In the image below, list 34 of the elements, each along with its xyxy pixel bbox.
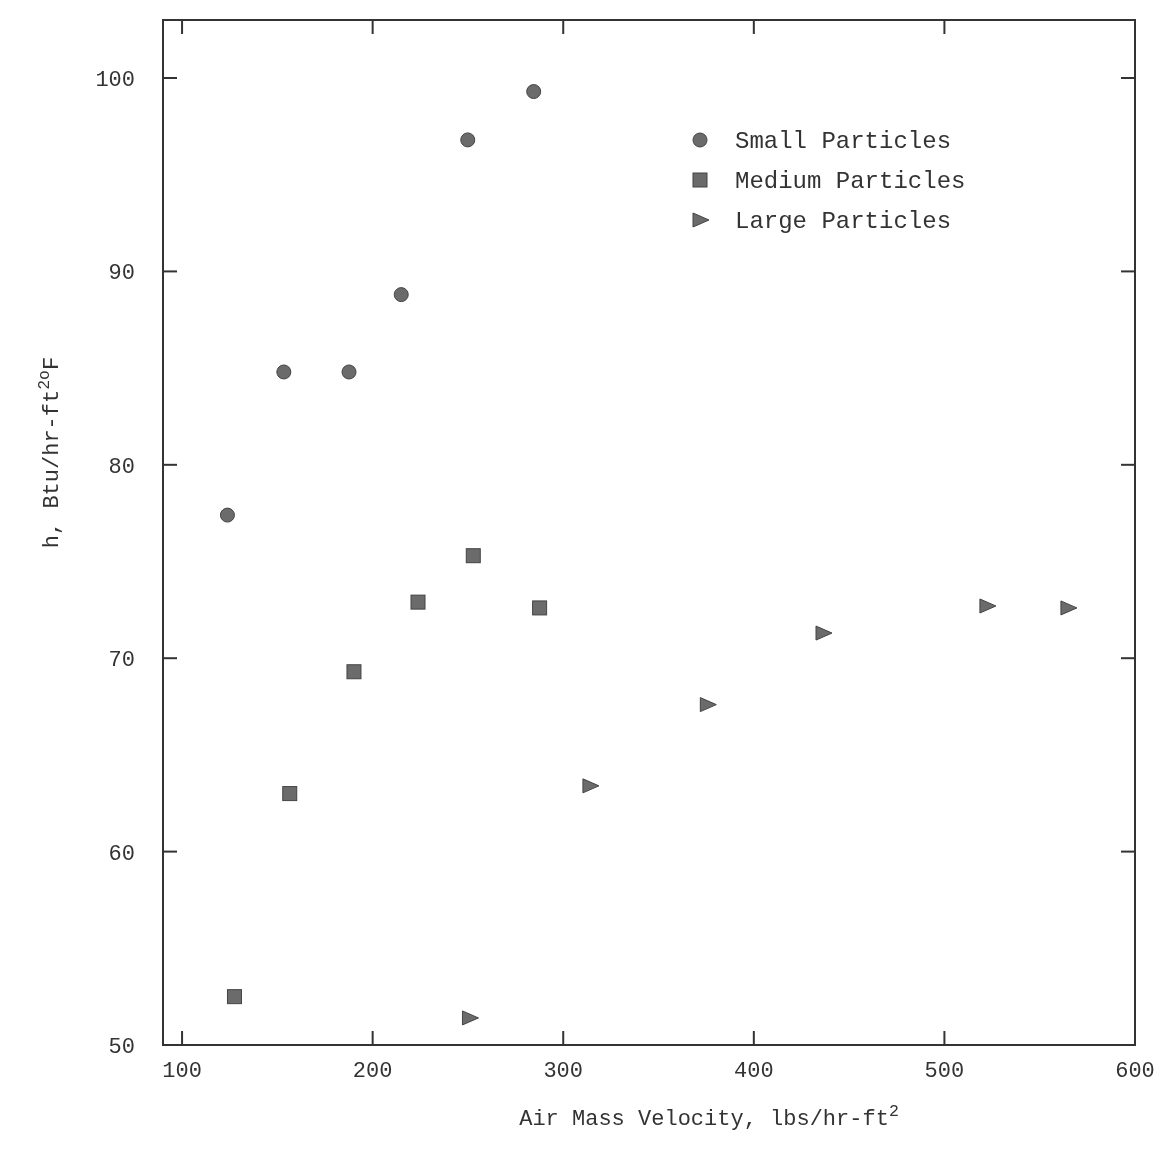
point bbox=[699, 697, 717, 713]
point bbox=[226, 989, 242, 1005]
x-tick-label: 200 bbox=[352, 1059, 393, 1084]
x-tick-label: 600 bbox=[1115, 1059, 1155, 1084]
x-axis-title: Air Mass Velocity, lbs/hr-ft$^{2}$ bbox=[519, 1101, 899, 1132]
x-tick-label: 100 bbox=[162, 1059, 202, 1084]
point bbox=[815, 625, 833, 641]
x-tick-label: 300 bbox=[543, 1059, 584, 1084]
point bbox=[582, 778, 600, 794]
point bbox=[465, 548, 481, 564]
x-tick-label: 500 bbox=[924, 1059, 965, 1084]
point bbox=[393, 287, 409, 303]
point bbox=[460, 132, 476, 148]
legend-label: Medium Particles bbox=[735, 168, 966, 195]
point bbox=[461, 1010, 479, 1026]
point bbox=[979, 598, 997, 614]
y-tick-label: 60 bbox=[108, 841, 135, 867]
point bbox=[276, 364, 292, 380]
point bbox=[282, 786, 298, 802]
legend-label: Large Particles bbox=[735, 208, 952, 235]
point bbox=[526, 84, 542, 100]
point bbox=[219, 507, 235, 523]
y-tick-label: 50 bbox=[108, 1035, 135, 1060]
y-tick-label: 90 bbox=[108, 261, 135, 287]
point bbox=[532, 600, 548, 616]
point bbox=[1060, 600, 1078, 616]
x-tick-label: 400 bbox=[734, 1059, 774, 1084]
point bbox=[341, 364, 357, 380]
point bbox=[410, 594, 426, 610]
point bbox=[346, 664, 362, 680]
y-tick-label: 70 bbox=[108, 648, 135, 674]
legend-label: Small Particles bbox=[735, 128, 952, 155]
y-tick-label: 80 bbox=[108, 454, 135, 480]
y-tick-label: 100 bbox=[95, 68, 135, 94]
